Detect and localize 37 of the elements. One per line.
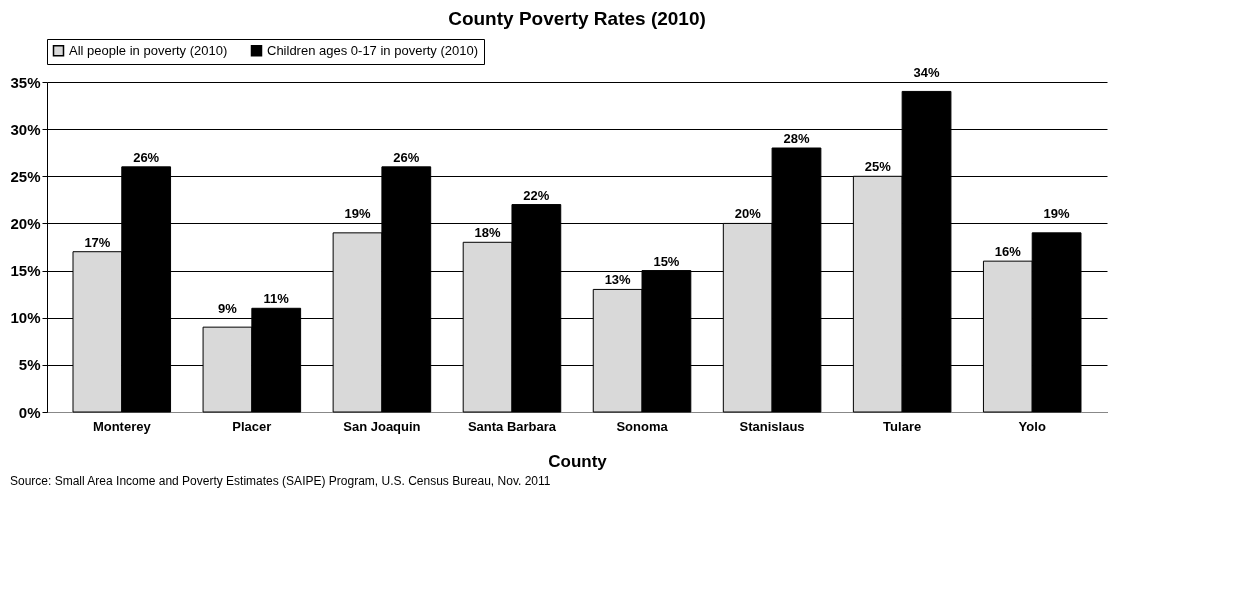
data-label: 26% (393, 149, 420, 165)
y-tick-label: 25% (10, 167, 41, 185)
x-tick-label: Stanislaus (739, 418, 805, 434)
data-label: 25% (864, 159, 892, 175)
y-tick-label: 5% (18, 356, 41, 374)
x-tick-label: Sonoma (616, 418, 669, 434)
data-label: 28% (783, 131, 810, 146)
x-tick-label: Monterey (92, 418, 152, 434)
data-label: 19% (1043, 206, 1071, 222)
data-label: 18% (474, 225, 502, 241)
y-tick-label: 20% (10, 214, 41, 232)
x-tick-label: Tulare (883, 418, 922, 434)
x-tick-label: San Joaquin (343, 418, 421, 434)
data-label: 19% (344, 206, 371, 222)
legend-label: All people in poverty (2010) (69, 42, 228, 58)
y-tick-label: 15% (10, 262, 41, 280)
data-label: 22% (523, 187, 550, 203)
y-tick-label: 10% (10, 309, 41, 327)
source-note: Source: Small Area Income and Poverty Estimates (SAIPE) Program, U.S. Census Bureau, Nov. 2011 (10, 474, 552, 488)
y-tick-label: 35% (10, 73, 41, 91)
data-label: 11% (263, 291, 290, 307)
y-tick-label: 0% (18, 403, 41, 421)
y-tick-label: 30% (10, 120, 41, 138)
chart-title: County Poverty Rates (2010) (448, 7, 706, 29)
data-label: 16% (994, 244, 1022, 260)
data-label: 13% (604, 272, 632, 288)
data-label: 34% (913, 65, 940, 80)
data-label: 17% (84, 234, 111, 250)
x-axis-title: County (548, 451, 608, 471)
data-label: 26% (133, 149, 160, 165)
legend-label: Children ages 0-17 in poverty (2010) (267, 42, 479, 58)
data-label: 9% (218, 300, 238, 316)
data-label: 20% (734, 206, 762, 222)
x-tick-label: Santa Barbara (467, 418, 557, 434)
data-label: 15% (653, 253, 680, 269)
x-tick-label: Yolo (1018, 418, 1046, 434)
x-tick-label: Placer (232, 418, 272, 434)
